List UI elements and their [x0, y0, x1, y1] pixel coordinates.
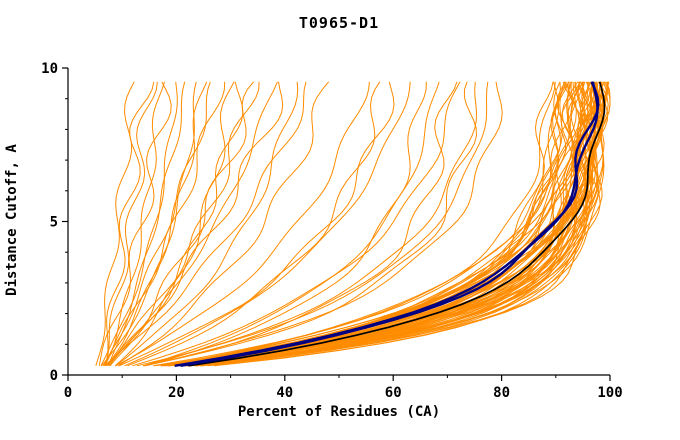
x-tick-label: 40	[276, 385, 293, 401]
y-tick-label: 5	[50, 215, 58, 231]
x-tick-label: 100	[597, 385, 622, 401]
ensemble-curve	[143, 81, 440, 367]
ensemble-curve	[104, 81, 165, 367]
ensemble-curve	[143, 81, 458, 367]
ensemble-curve	[100, 81, 178, 367]
highlight-curve	[180, 81, 600, 367]
ensemble-curve	[108, 81, 284, 367]
ensemble-curve	[145, 81, 427, 367]
ensemble-curve	[161, 81, 556, 367]
ensemble-curve	[179, 81, 581, 367]
ensemble-curve	[106, 81, 260, 367]
x-tick-label: 20	[168, 385, 185, 401]
chart-title: T0965-D1	[298, 14, 380, 32]
x-axis-label: Percent of Residues (CA)	[237, 404, 441, 420]
ensemble-curve	[114, 81, 235, 367]
ensemble-curve	[95, 81, 135, 366]
ensemble-curve	[213, 81, 609, 367]
ensemble-curve	[196, 81, 598, 367]
ensemble-curve	[124, 81, 411, 367]
ensemble-curve	[104, 81, 307, 367]
ensemble-curve	[197, 81, 609, 367]
ensemble-curve	[103, 81, 211, 367]
x-tick-label: 60	[385, 385, 402, 401]
ensemble-curve	[127, 81, 381, 367]
reference-curve	[188, 81, 606, 367]
ensemble-curve	[165, 81, 577, 367]
ensemble-curve	[168, 81, 573, 367]
ensemble-curve	[142, 81, 478, 367]
ensemble-curve	[104, 81, 158, 366]
ensemble-curve	[105, 81, 278, 367]
ensemble-curve	[107, 81, 186, 366]
x-tick-label: 0	[64, 385, 72, 401]
ensemble-curve	[118, 81, 330, 367]
ensemble-curve	[98, 81, 172, 366]
ensemble-curve	[115, 81, 370, 367]
ensemble-curve	[101, 81, 197, 367]
ensemble-curve	[144, 81, 503, 367]
ensemble-curve	[118, 81, 395, 367]
ensemble-curve	[132, 81, 461, 367]
ensemble-curve	[174, 81, 554, 367]
ensemble-curve	[187, 81, 589, 367]
ensemble-curve	[160, 81, 562, 367]
ensemble-curve	[167, 81, 591, 367]
ensemble-curve	[115, 81, 299, 367]
ensemble-curve	[108, 81, 244, 367]
ensemble-curve	[181, 81, 589, 367]
x-tick-label: 80	[493, 385, 510, 401]
ensemble-curve	[104, 81, 155, 366]
y-tick-label: 0	[50, 368, 58, 384]
y-tick-label: 10	[41, 61, 58, 77]
ensemble-curve	[144, 81, 478, 367]
ensemble-curve	[186, 81, 593, 367]
